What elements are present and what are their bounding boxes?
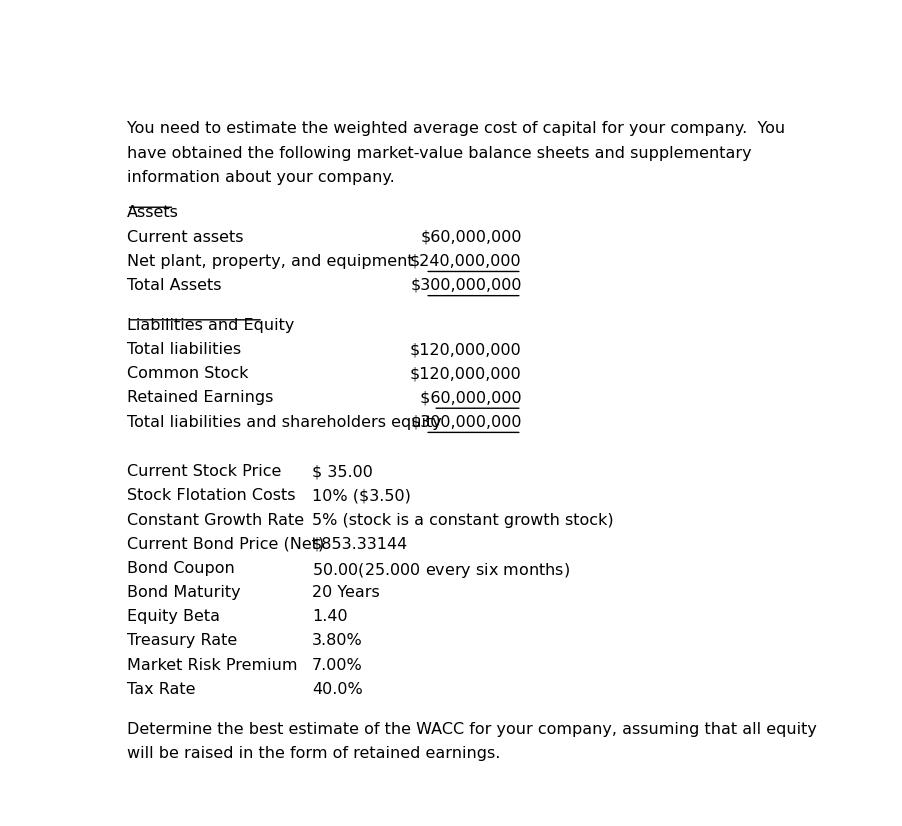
Text: 3.80%: 3.80% [312,634,363,648]
Text: $240,000,000: $240,000,000 [410,254,521,268]
Text: $60,000,000: $60,000,000 [415,391,521,406]
Text: $300,000,000: $300,000,000 [410,278,521,293]
Text: Total Assets: Total Assets [126,278,221,293]
Text: 20 Years: 20 Years [312,585,380,600]
Text: 1.40: 1.40 [312,610,347,624]
Text: have obtained the following market-value balance sheets and supplementary: have obtained the following market-value… [126,145,751,160]
Text: Total liabilities and shareholders equity: Total liabilities and shareholders equit… [126,415,441,430]
Text: Total liabilities: Total liabilities [126,342,241,357]
Text: 40.0%: 40.0% [312,681,363,696]
Text: $120,000,000: $120,000,000 [410,366,521,382]
Text: $60,000,000: $60,000,000 [420,230,521,244]
Text: $300,000,000: $300,000,000 [410,415,521,430]
Text: Assets: Assets [126,206,179,221]
Text: Current Stock Price: Current Stock Price [126,464,281,479]
Text: 7.00%: 7.00% [312,657,363,672]
Text: $853.33144: $853.33144 [312,537,409,552]
Text: Bond Maturity: Bond Maturity [126,585,240,600]
Text: $ 35.00: $ 35.00 [312,464,373,479]
Text: Common Stock: Common Stock [126,366,248,382]
Text: Retained Earnings: Retained Earnings [126,391,273,406]
Text: information about your company.: information about your company. [126,169,394,185]
Text: Current Bond Price (Net): Current Bond Price (Net) [126,537,324,552]
Text: Constant Growth Rate: Constant Growth Rate [126,513,304,528]
Text: Market Risk Premium: Market Risk Premium [126,657,298,672]
Text: Net plant, property, and equipment: Net plant, property, and equipment [126,254,413,268]
Text: Stock Flotation Costs: Stock Flotation Costs [126,488,295,503]
Text: Treasury Rate: Treasury Rate [126,634,237,648]
Text: 5% (stock is a constant growth stock): 5% (stock is a constant growth stock) [312,513,613,528]
Text: $120,000,000: $120,000,000 [410,342,521,357]
Text: will be raised in the form of retained earnings.: will be raised in the form of retained e… [126,746,500,761]
Text: Determine the best estimate of the WACC for your company, assuming that all equi: Determine the best estimate of the WACC … [126,722,816,737]
Text: Bond Coupon: Bond Coupon [126,561,235,576]
Text: You need to estimate the weighted average cost of capital for your company.  You: You need to estimate the weighted averag… [126,121,785,136]
Text: Liabilities and Equity: Liabilities and Equity [126,318,294,333]
Text: Tax Rate: Tax Rate [126,681,195,696]
Text: $ 50.00  ($25.000 every six months): $ 50.00 ($25.000 every six months) [312,561,570,580]
Text: Equity Beta: Equity Beta [126,610,220,624]
Text: 10% ($3.50): 10% ($3.50) [312,488,410,503]
Text: Current assets: Current assets [126,230,244,244]
